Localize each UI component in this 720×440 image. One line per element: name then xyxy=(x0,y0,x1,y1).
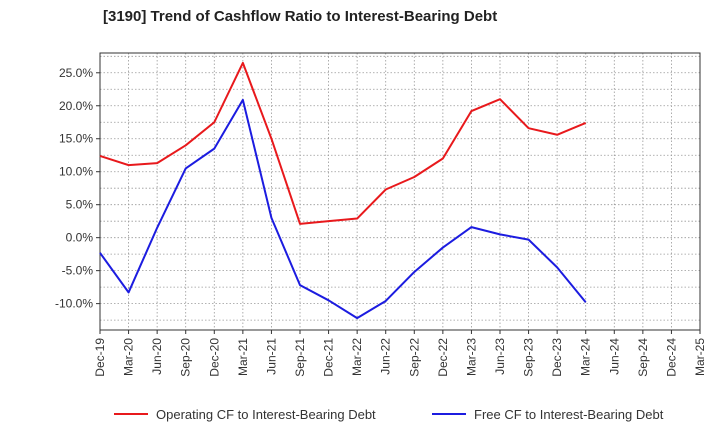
x-tick-label: Mar-22 xyxy=(350,338,364,376)
x-tick-label: Dec-21 xyxy=(322,338,336,377)
x-tick-label: Sep-23 xyxy=(522,338,536,377)
x-tick-label: Mar-25 xyxy=(693,338,707,376)
y-tick-label: -10.0% xyxy=(55,297,93,311)
y-tick-label: 10.0% xyxy=(59,165,93,179)
x-tick-label: Jun-24 xyxy=(607,338,621,375)
y-tick-label: 15.0% xyxy=(59,132,93,146)
chart-title: [3190] Trend of Cashflow Ratio to Intere… xyxy=(103,8,498,25)
x-tick-label: Dec-19 xyxy=(93,338,107,377)
x-tick-label: Dec-24 xyxy=(664,338,678,377)
x-tick-label: Jun-21 xyxy=(264,338,278,375)
plot-area xyxy=(99,52,701,331)
x-tick-label: Dec-23 xyxy=(550,338,564,377)
x-tick-label: Sep-20 xyxy=(179,338,193,377)
series-line-operating-cf xyxy=(99,61,587,225)
y-tick-label: 0.0% xyxy=(66,231,94,245)
y-tick-label: -5.0% xyxy=(62,264,94,278)
x-tick-label: Mar-24 xyxy=(579,338,593,376)
legend-label: Operating CF to Interest-Bearing Debt xyxy=(156,407,376,422)
x-tick-label: Dec-22 xyxy=(436,338,450,377)
x-tick-label: Mar-20 xyxy=(122,338,136,376)
legend: Operating CF to Interest-Bearing Debt Fre… xyxy=(114,407,664,422)
legend-label: Free CF to Interest-Bearing Debt xyxy=(474,407,664,422)
x-tick-label: Jun-23 xyxy=(493,338,507,375)
y-tick-label: 25.0% xyxy=(59,66,93,80)
x-tick-label: Mar-23 xyxy=(464,338,478,376)
series-line-free-cf xyxy=(99,98,587,320)
y-tick-label: 5.0% xyxy=(66,198,94,212)
x-tick-label: Jun-20 xyxy=(150,338,164,375)
x-tick-label: Dec-20 xyxy=(207,338,221,377)
x-tick-label: Sep-22 xyxy=(407,338,421,377)
grid xyxy=(100,53,700,330)
series-lines xyxy=(99,61,587,320)
x-tick-label: Jun-22 xyxy=(379,338,393,375)
x-tick-label: Mar-21 xyxy=(236,338,250,376)
y-tick-label: 20.0% xyxy=(59,99,93,113)
x-tick-label: Sep-21 xyxy=(293,338,307,377)
x-axis: Dec-19 Mar-20 Jun-20 Sep-20 Dec-20 Mar-21 Jun-… xyxy=(93,330,707,377)
x-tick-label: Sep-24 xyxy=(636,338,650,377)
y-axis: -10.0% -5.0% 0.0% 5.0% 10.0% 15.0% 20.0% 25.0% xyxy=(55,66,100,311)
